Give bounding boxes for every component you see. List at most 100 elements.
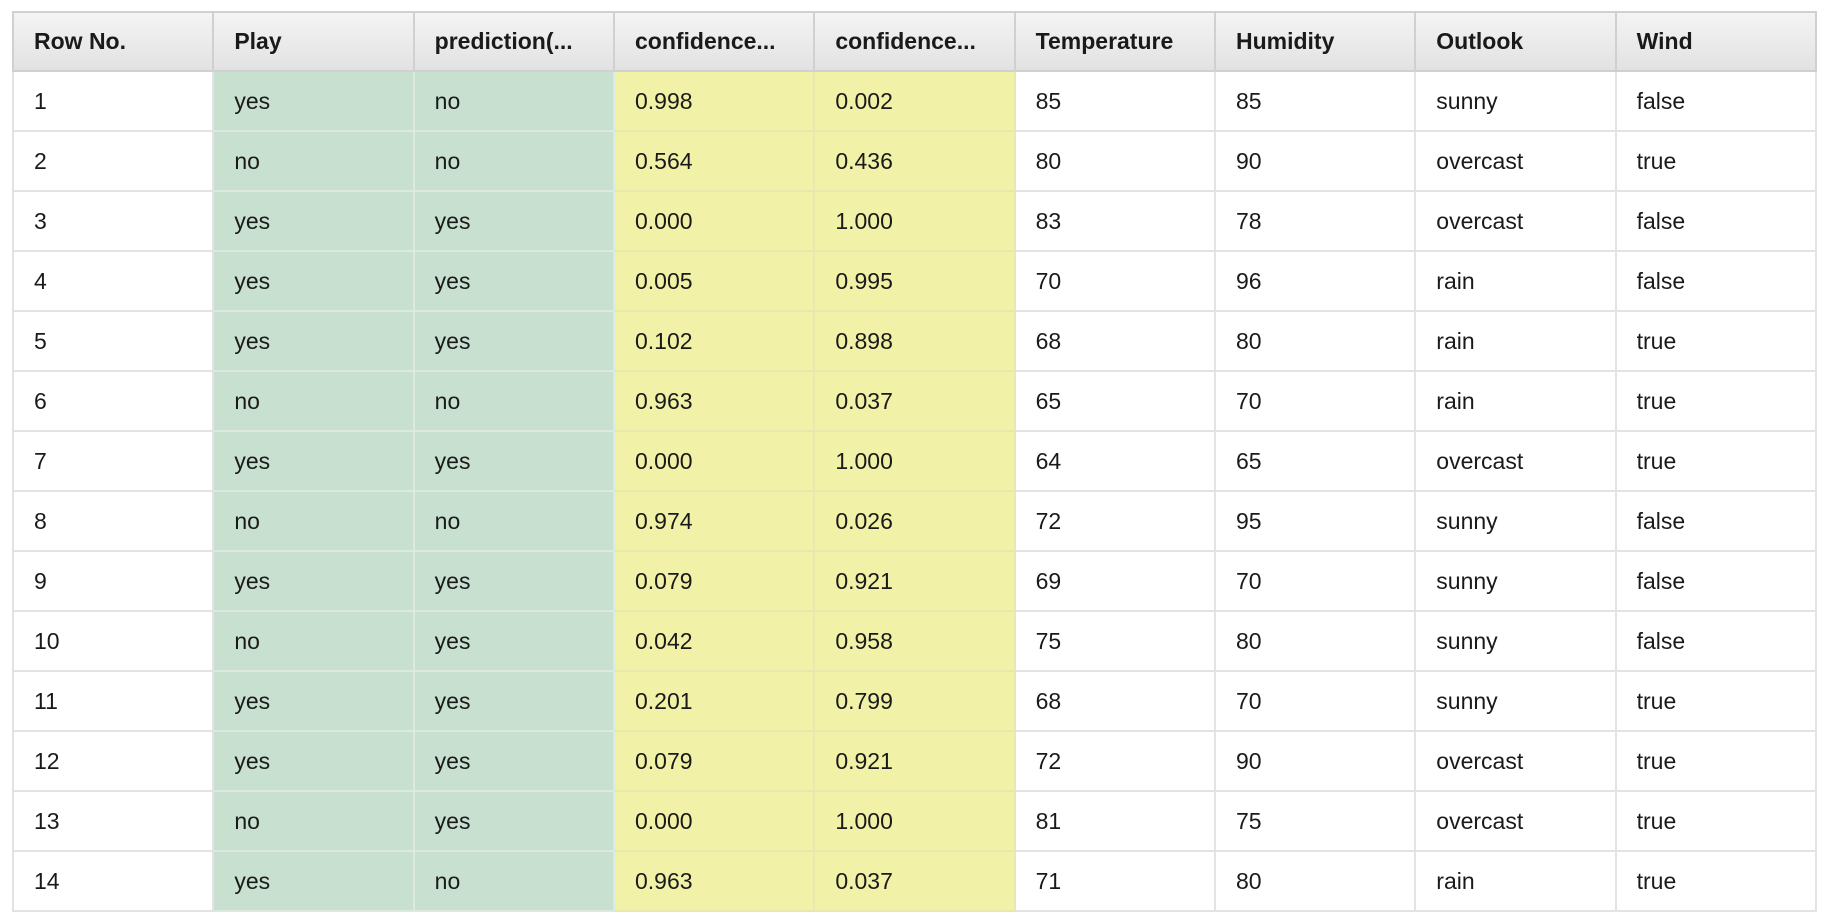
header-row: Row No. Play prediction(... confidence... co… xyxy=(11,11,1817,72)
table-cell: 7 xyxy=(11,430,215,492)
table-row[interactable]: 3 yes yes 0.000 1.000 83 78 overcast false xyxy=(11,190,1817,252)
results-table: Row No. Play prediction(... confidence... co… xyxy=(11,11,1817,912)
table-cell: 0.799 xyxy=(813,670,1016,732)
table-cell: 8 xyxy=(11,490,215,552)
table-cell: 0.921 xyxy=(813,730,1016,792)
table-cell: sunny xyxy=(1414,610,1617,672)
table-cell: sunny xyxy=(1414,550,1617,612)
table-row[interactable]: 14 yes no 0.963 0.037 71 80 rain true xyxy=(11,850,1817,912)
table-cell: yes xyxy=(412,610,615,672)
table-cell: 0.079 xyxy=(612,550,816,612)
table-cell: 0.963 xyxy=(612,850,816,912)
table-row[interactable]: 12 yes yes 0.079 0.921 72 90 overcast true xyxy=(11,730,1817,792)
table-cell: false xyxy=(1614,250,1817,312)
table-cell: 11 xyxy=(11,670,215,732)
table-cell: true xyxy=(1614,670,1817,732)
table-cell: yes xyxy=(212,430,415,492)
table-cell: no xyxy=(412,370,615,432)
table-cell: yes xyxy=(212,250,415,312)
table-row[interactable]: 5 yes yes 0.102 0.898 68 80 rain true xyxy=(11,310,1817,372)
table-row[interactable]: 6 no no 0.963 0.037 65 70 rain true xyxy=(11,370,1817,432)
table-row[interactable]: 11 yes yes 0.201 0.799 68 70 sunny true xyxy=(11,670,1817,732)
table-cell: 0.998 xyxy=(612,70,816,132)
table-cell: 80 xyxy=(1213,850,1417,912)
column-header-confidence-4[interactable]: confidence... xyxy=(813,11,1016,72)
column-header-temperature-5[interactable]: Temperature xyxy=(1013,11,1216,72)
table-cell: 0.436 xyxy=(813,130,1016,192)
table-cell: 0.037 xyxy=(813,850,1016,912)
table-cell: 70 xyxy=(1213,670,1417,732)
table-cell: yes xyxy=(212,670,415,732)
table-row[interactable]: 10 no yes 0.042 0.958 75 80 sunny false xyxy=(11,610,1817,672)
table-cell: 1.000 xyxy=(813,190,1016,252)
table-cell: 68 xyxy=(1013,310,1216,372)
table-cell: yes xyxy=(212,310,415,372)
table-row[interactable]: 7 yes yes 0.000 1.000 64 65 overcast true xyxy=(11,430,1817,492)
column-header-wind-8[interactable]: Wind xyxy=(1614,11,1817,72)
table-row[interactable]: 4 yes yes 0.005 0.995 70 96 rain false xyxy=(11,250,1817,312)
table-cell: no xyxy=(412,130,615,192)
table-cell: yes xyxy=(212,730,415,792)
table-cell: overcast xyxy=(1414,790,1617,852)
table-cell: false xyxy=(1614,550,1817,612)
table-cell: 0.002 xyxy=(813,70,1016,132)
column-header-row-no-0[interactable]: Row No. xyxy=(11,11,215,72)
table-cell: false xyxy=(1614,490,1817,552)
table-cell: yes xyxy=(412,310,615,372)
table-cell: true xyxy=(1614,370,1817,432)
table-cell: no xyxy=(412,850,615,912)
table-cell: 13 xyxy=(11,790,215,852)
table-cell: no xyxy=(212,130,415,192)
table-cell: no xyxy=(212,370,415,432)
table-cell: sunny xyxy=(1414,490,1617,552)
table-row[interactable]: 1 yes no 0.998 0.002 85 85 sunny false xyxy=(11,70,1817,132)
table-cell: overcast xyxy=(1414,190,1617,252)
column-header-outlook-7[interactable]: Outlook xyxy=(1414,11,1617,72)
table-cell: rain xyxy=(1414,850,1617,912)
table-cell: 71 xyxy=(1013,850,1216,912)
table-cell: 4 xyxy=(11,250,215,312)
column-header-humidity-6[interactable]: Humidity xyxy=(1213,11,1417,72)
table-cell: 0.042 xyxy=(612,610,816,672)
table-cell: 0.921 xyxy=(813,550,1016,612)
table-cell: yes xyxy=(212,550,415,612)
table-cell: 70 xyxy=(1013,250,1216,312)
table-cell: 80 xyxy=(1013,130,1216,192)
table-cell: true xyxy=(1614,730,1817,792)
table-row[interactable]: 13 no yes 0.000 1.000 81 75 overcast true xyxy=(11,790,1817,852)
table-cell: true xyxy=(1614,310,1817,372)
table-cell: 0.564 xyxy=(612,130,816,192)
table-cell: yes xyxy=(412,730,615,792)
table-cell: 83 xyxy=(1013,190,1216,252)
table-cell: 65 xyxy=(1213,430,1417,492)
table-cell: sunny xyxy=(1414,70,1617,132)
table-cell: overcast xyxy=(1414,730,1617,792)
table-cell: 0.201 xyxy=(612,670,816,732)
table-cell: overcast xyxy=(1414,130,1617,192)
table-cell: yes xyxy=(412,250,615,312)
table-cell: 0.995 xyxy=(813,250,1016,312)
table-cell: 0.037 xyxy=(813,370,1016,432)
table-cell: 72 xyxy=(1013,730,1216,792)
table-cell: 0.026 xyxy=(813,490,1016,552)
table-cell: 6 xyxy=(11,370,215,432)
table-cell: 95 xyxy=(1213,490,1417,552)
table-cell: 3 xyxy=(11,190,215,252)
table-row[interactable]: 2 no no 0.564 0.436 80 90 overcast true xyxy=(11,130,1817,192)
column-header-confidence-3[interactable]: confidence... xyxy=(612,11,816,72)
table-row[interactable]: 9 yes yes 0.079 0.921 69 70 sunny false xyxy=(11,550,1817,612)
table-cell: rain xyxy=(1414,370,1617,432)
table-cell: 0.958 xyxy=(813,610,1016,672)
results-table-container: Row No. Play prediction(... confidence... co… xyxy=(11,11,1817,912)
column-header-prediction-2[interactable]: prediction(... xyxy=(412,11,615,72)
table-cell: 85 xyxy=(1213,70,1417,132)
table-cell: 69 xyxy=(1013,550,1216,612)
table-cell: 90 xyxy=(1213,730,1417,792)
table-cell: 1.000 xyxy=(813,430,1016,492)
column-header-play-1[interactable]: Play xyxy=(212,11,415,72)
table-cell: 12 xyxy=(11,730,215,792)
table-row[interactable]: 8 no no 0.974 0.026 72 95 sunny false xyxy=(11,490,1817,552)
table-cell: 75 xyxy=(1213,790,1417,852)
table-cell: 80 xyxy=(1213,310,1417,372)
table-cell: yes xyxy=(412,430,615,492)
